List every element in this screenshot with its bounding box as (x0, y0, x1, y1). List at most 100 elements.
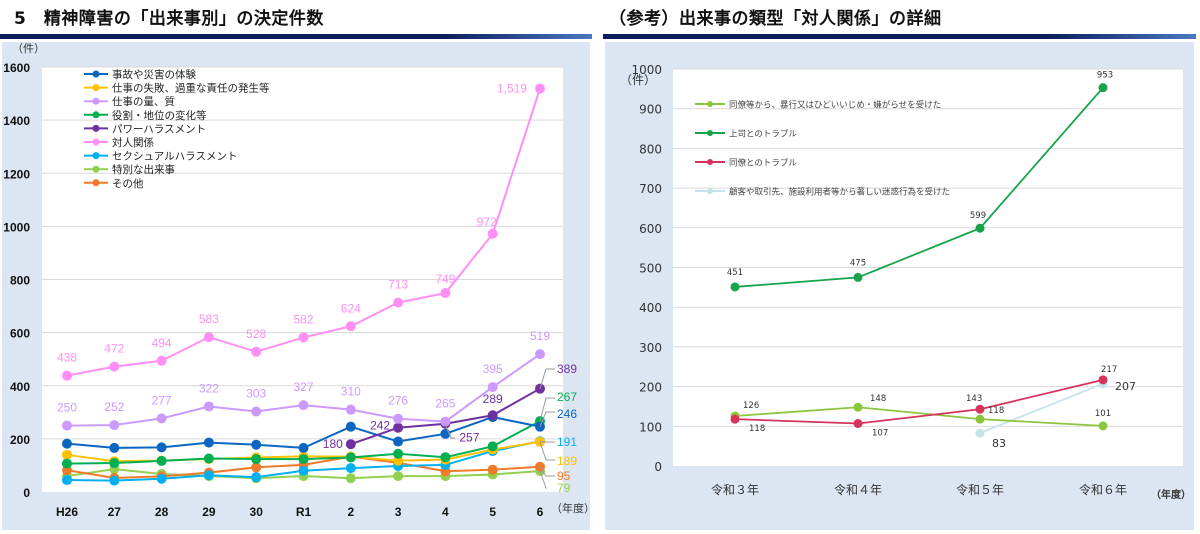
data-label: 494 (152, 336, 172, 350)
right-chart-panel: （参考）出来事の類型「対人関係」の詳細 0 100 200 300 400 500 600 7… (603, 0, 1200, 534)
data-label: 624 (341, 301, 361, 315)
data-point (393, 436, 404, 447)
data-label: 472 (104, 342, 124, 356)
data-point (156, 355, 167, 366)
data-point (156, 442, 167, 453)
data-label: 713 (388, 278, 408, 292)
y-tick-label: 1000 (631, 63, 662, 77)
data-label: 277 (152, 393, 172, 407)
y-tick-label: 800 (639, 142, 662, 156)
y-axis-unit-label: （件） (12, 42, 45, 55)
left-line-chart: 0 200 400 600 800 1000 1200 1400 1600 （件） H26 27 28 2… (3, 42, 595, 519)
data-point (853, 402, 863, 412)
data-label: 953 (1097, 71, 1113, 81)
legend-label: 上司とのトラブル (729, 129, 797, 140)
data-label: 101 (1095, 409, 1111, 419)
data-label: 126 (743, 401, 759, 411)
left-chart-panel: 5 精神障害の「出来事別」の決定件数 0 200 400 600 800 1000 1200… (0, 0, 596, 534)
y-tick-label: 700 (639, 182, 662, 196)
data-point (298, 332, 309, 343)
data-label: 189 (557, 454, 577, 468)
legend-marker (707, 188, 713, 194)
data-label: 322 (199, 381, 219, 395)
data-label: 451 (727, 268, 743, 278)
x-axis-unit-label: （年度） (551, 501, 595, 515)
data-point (251, 346, 262, 357)
data-label: 310 (341, 385, 361, 399)
data-point (730, 282, 740, 292)
data-point (853, 419, 863, 429)
legend-marker (707, 101, 713, 107)
data-point (487, 382, 498, 393)
data-point (440, 452, 451, 463)
data-label: 582 (293, 312, 313, 326)
legend-label: パワーハラスメント (112, 123, 206, 135)
legend-label: 顧客や取引先、施設利用者等から著しい迷惑行為を受けた (729, 187, 950, 198)
legend-marker (92, 111, 100, 119)
data-label: 242 (370, 419, 390, 433)
data-label: 118 (988, 406, 1004, 416)
data-point (109, 475, 120, 486)
data-label: 438 (57, 351, 77, 365)
data-label: 395 (483, 362, 503, 376)
data-label: 1,519 (497, 82, 527, 96)
data-label: 327 (293, 380, 313, 394)
data-point (62, 449, 72, 460)
series-line (979, 382, 1104, 434)
data-point (393, 413, 404, 424)
title-rule (0, 34, 592, 39)
data-label: 528 (246, 327, 266, 341)
data-label: 148 (870, 394, 886, 404)
x-tick-label: 令和３年 (711, 482, 759, 497)
y-tick-label: 400 (639, 301, 662, 315)
data-point (156, 473, 167, 484)
legend-marker (92, 84, 100, 92)
data-point (203, 453, 214, 464)
y-tick-label: 800 (10, 274, 30, 288)
data-label: 257 (459, 431, 479, 445)
data-point (345, 404, 356, 415)
data-label: 303 (246, 387, 266, 401)
data-label: 83 (992, 437, 1006, 450)
y-axis-unit-label: （件） (620, 73, 656, 87)
y-tick-label: 400 (10, 380, 30, 394)
x-tick-label: 28 (155, 505, 169, 519)
data-point (62, 458, 72, 469)
y-tick-label: 1000 (3, 220, 30, 234)
data-point (251, 454, 262, 465)
label-leader-line (539, 411, 555, 427)
x-tick-label: 29 (202, 505, 216, 519)
y-tick-label: 200 (639, 381, 662, 395)
legend-label: 同僚とのトラブル (729, 158, 797, 169)
data-point (251, 406, 262, 417)
data-point (535, 83, 545, 94)
data-label: 207 (1115, 380, 1136, 393)
series-line (734, 378, 1104, 425)
x-tick-label: 令和６年 (1079, 482, 1127, 497)
data-point (345, 421, 356, 432)
data-point (62, 475, 72, 486)
right-chart-title: （参考）出来事の類型「対人関係」の詳細 (609, 9, 942, 29)
x-tick-label: 30 (250, 505, 264, 519)
data-point (975, 428, 985, 438)
data-label: 95 (557, 469, 571, 483)
data-label: 250 (57, 401, 77, 415)
data-label: 79 (557, 481, 571, 495)
series-line (734, 406, 1104, 427)
data-point (109, 420, 120, 431)
data-label: 475 (850, 258, 866, 268)
legend-label: 特別な出来事 (112, 163, 175, 176)
data-point (298, 400, 309, 411)
data-label: 267 (557, 390, 577, 404)
y-tick-label: 300 (639, 341, 662, 355)
data-label: 389 (557, 362, 577, 376)
data-point (345, 473, 356, 484)
data-point (156, 455, 167, 466)
x-tick-label: 2 (347, 505, 354, 519)
data-point (298, 442, 309, 453)
y-tick-label: 100 (639, 420, 662, 434)
data-label: 143 (966, 394, 982, 404)
data-point (440, 416, 451, 427)
title-rule (603, 34, 1196, 39)
x-tick-label: 3 (395, 505, 402, 519)
